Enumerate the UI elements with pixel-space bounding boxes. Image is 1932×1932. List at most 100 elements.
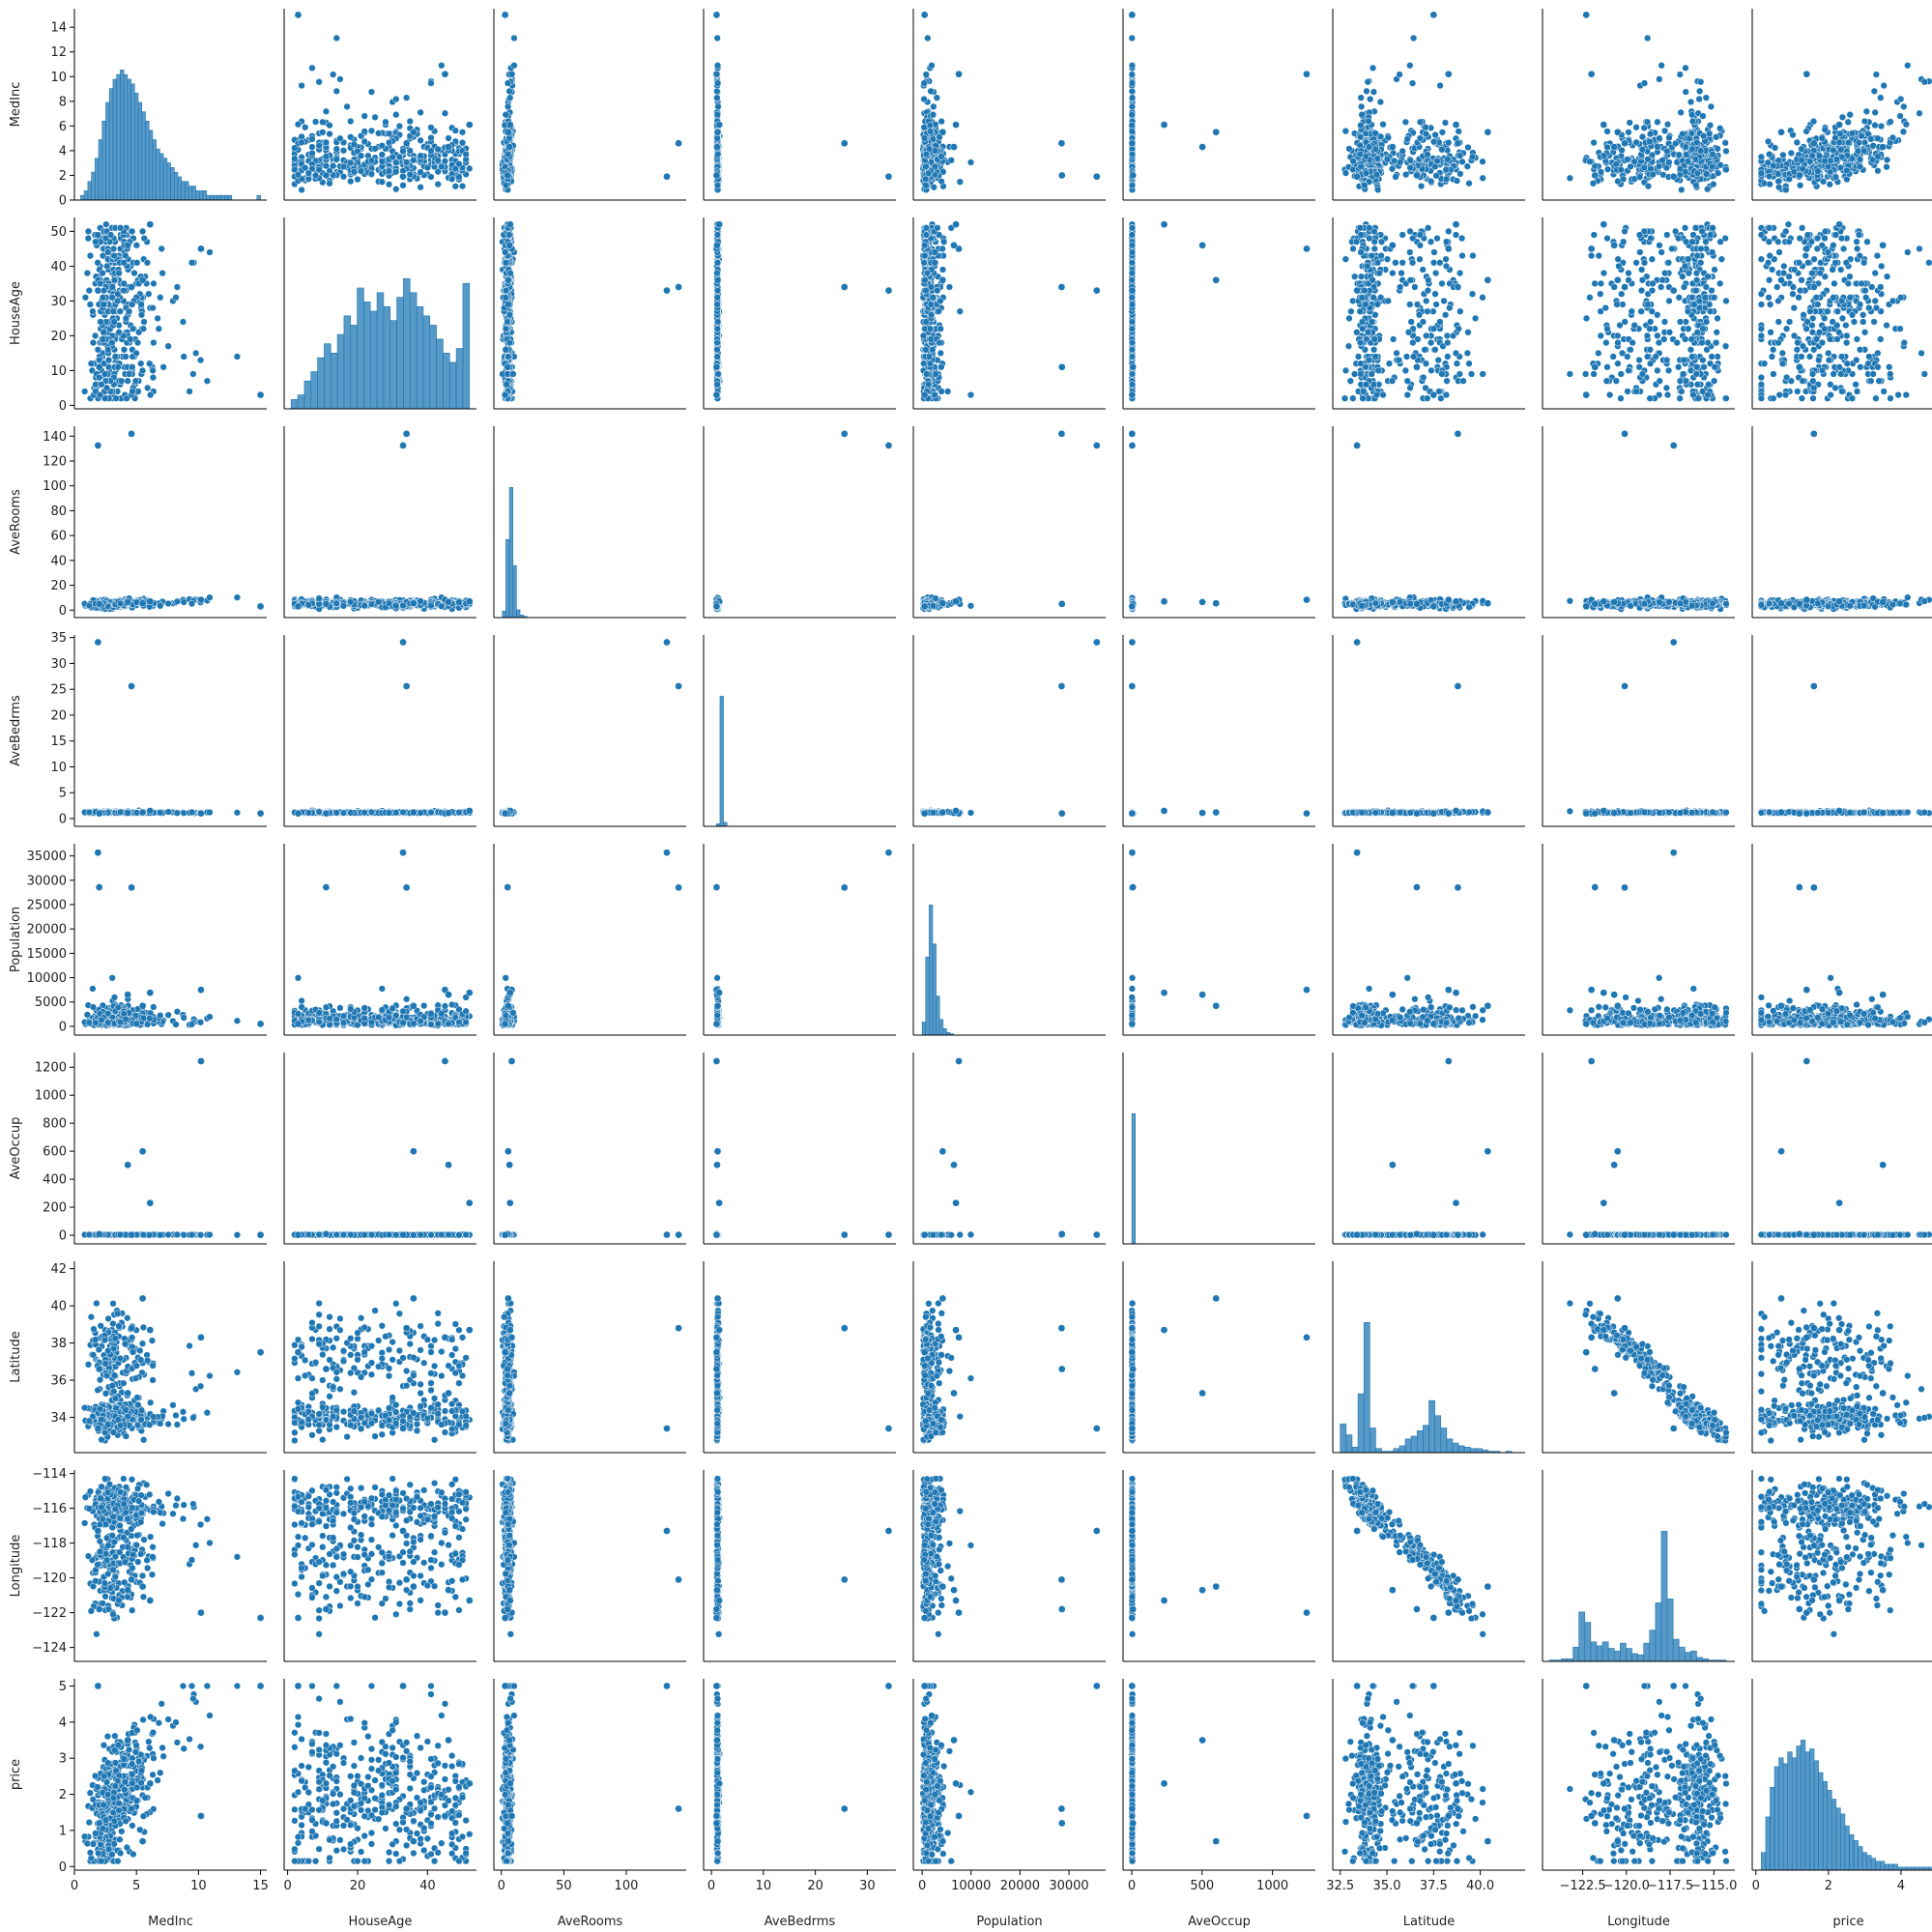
outlier-point xyxy=(1388,143,1397,151)
scatter-point xyxy=(392,159,400,166)
scatter-point xyxy=(434,180,442,188)
scatter-point xyxy=(438,62,446,70)
scatter-point xyxy=(138,227,147,236)
scatter-point xyxy=(99,251,107,260)
scatter-point xyxy=(357,167,365,175)
scatter-point xyxy=(937,177,945,186)
scatter-point xyxy=(1455,128,1462,135)
scatter-point xyxy=(926,121,934,130)
scatter-point xyxy=(713,34,721,43)
scatter-point xyxy=(1422,124,1429,131)
histogram-bar xyxy=(396,297,404,409)
scatter-point xyxy=(192,349,200,358)
scatter-point xyxy=(108,283,116,291)
outlier-point xyxy=(504,362,512,371)
outlier-point xyxy=(146,220,155,229)
scatter-point xyxy=(1770,161,1777,170)
histogram-bar xyxy=(130,83,135,200)
scatter-point xyxy=(434,157,442,164)
scatter-point xyxy=(505,311,513,319)
scatter-point xyxy=(308,149,316,158)
scatter-point xyxy=(311,171,320,180)
scatter-point xyxy=(1802,128,1810,135)
scatter-point xyxy=(1826,181,1833,188)
scatter-point xyxy=(347,117,355,126)
scatter-point xyxy=(1874,167,1882,175)
scatter-point xyxy=(120,279,128,288)
scatter-point xyxy=(921,134,929,142)
scatter-point xyxy=(466,164,474,172)
scatter-point xyxy=(1709,162,1716,171)
histogram-bar xyxy=(87,181,92,200)
scatter-point xyxy=(1716,161,1724,169)
scatter-point xyxy=(1632,124,1640,131)
scatter-point xyxy=(922,150,931,159)
outlier-point xyxy=(95,362,103,371)
scatter-point xyxy=(1848,130,1857,137)
scatter-point xyxy=(1899,128,1908,135)
scatter-point xyxy=(947,157,955,164)
histogram-bar xyxy=(123,73,129,200)
scatter-point xyxy=(1709,150,1716,159)
scatter-point xyxy=(458,182,467,190)
scatter-point xyxy=(1702,94,1711,101)
histogram-bar xyxy=(148,130,154,200)
scatter-point xyxy=(462,150,470,159)
scatter-point xyxy=(99,269,106,277)
scatter-point xyxy=(291,165,299,174)
outlier-point xyxy=(840,139,849,148)
scatter-point xyxy=(1874,153,1882,160)
scatter-point xyxy=(120,346,129,354)
histogram-bar xyxy=(112,78,117,200)
scatter-point xyxy=(85,286,93,295)
scatter-point xyxy=(1401,118,1410,126)
scatter-point xyxy=(378,178,386,186)
histogram-bar xyxy=(83,190,89,200)
histogram-bar xyxy=(290,399,299,409)
scatter-point xyxy=(392,111,400,119)
outlier-point xyxy=(1613,128,1622,136)
y-tick-label: 40 xyxy=(50,260,67,274)
scatter-point xyxy=(922,71,930,78)
scatter-point xyxy=(434,167,442,176)
scatter-point xyxy=(1902,121,1910,129)
panel-MedInc-vs-AveOccup xyxy=(1122,9,1315,201)
scatter-point xyxy=(1640,79,1649,87)
scatter-point xyxy=(1358,111,1366,119)
scatter-point xyxy=(118,377,126,385)
histogram-bar xyxy=(162,158,168,200)
scatter-point xyxy=(1883,156,1891,164)
scatter-point xyxy=(1656,75,1663,83)
scatter-point xyxy=(713,231,722,239)
scatter-point xyxy=(343,102,351,110)
scatter-point xyxy=(502,259,510,267)
panel-HouseAge-vs-HouseAge xyxy=(283,217,476,410)
scatter-point xyxy=(1787,149,1795,158)
scatter-point xyxy=(339,173,348,181)
y-tick-label: 0 xyxy=(59,194,67,209)
scatter-point xyxy=(1356,150,1364,159)
outlier-point xyxy=(1303,70,1311,78)
scatter-point xyxy=(1846,111,1854,119)
scatter-point xyxy=(713,381,721,389)
histogram-bar xyxy=(133,93,139,200)
scatter-point xyxy=(1697,147,1705,155)
scatter-point xyxy=(1429,138,1438,146)
scatter-point xyxy=(308,64,316,72)
scatter-point xyxy=(1464,143,1472,152)
scatter-point xyxy=(1362,169,1370,177)
histogram-bar xyxy=(173,171,179,200)
scatter-point xyxy=(322,161,331,170)
scatter-point xyxy=(1128,121,1136,130)
outlier-point xyxy=(1809,139,1818,148)
histogram-bar xyxy=(127,78,131,200)
scatter-point xyxy=(1831,133,1839,142)
scatter-point xyxy=(145,290,153,298)
scatter-point xyxy=(1843,166,1851,175)
scatter-point xyxy=(505,150,512,159)
scatter-point xyxy=(1836,130,1844,137)
scatter-point xyxy=(1771,144,1779,152)
outlier-point xyxy=(712,362,721,371)
scatter-point xyxy=(1808,152,1816,159)
scatter-point xyxy=(180,353,187,360)
